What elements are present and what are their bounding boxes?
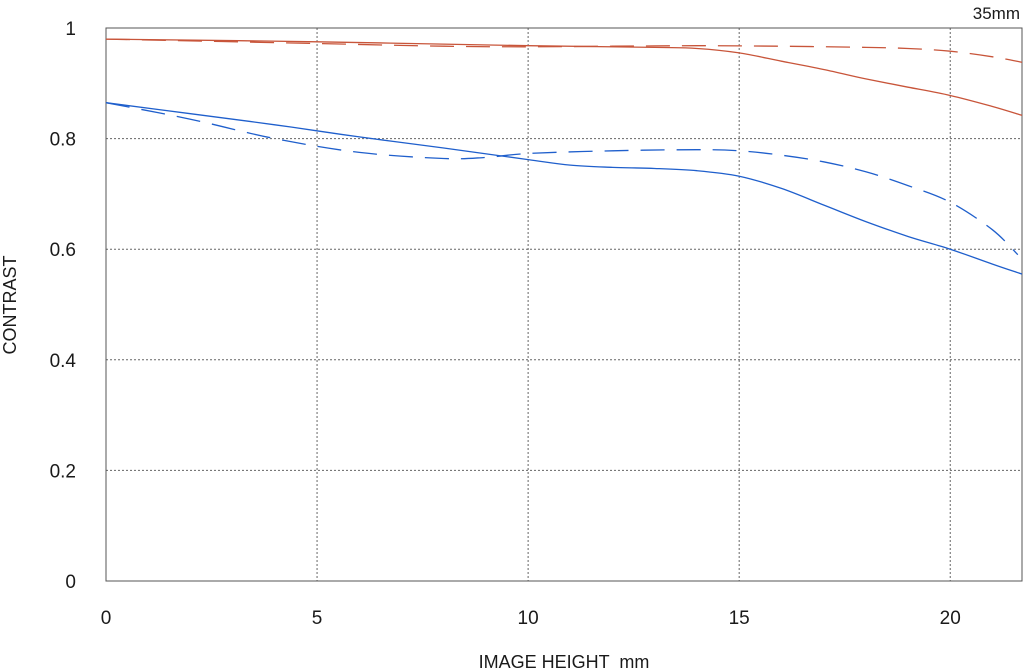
focal-length-label: 35mm bbox=[973, 4, 1020, 23]
x-tick-label: 10 bbox=[518, 608, 539, 629]
series-line-2 bbox=[105, 38, 1023, 63]
series-group bbox=[105, 38, 1023, 275]
grid bbox=[106, 28, 1022, 581]
series-line-3 bbox=[105, 102, 1023, 275]
x-tick-label: 20 bbox=[940, 608, 961, 629]
series-line-4 bbox=[105, 102, 1019, 256]
y-tick-label: 0.8 bbox=[50, 130, 76, 151]
x-tick-label: 5 bbox=[312, 608, 323, 629]
y-tick-label: 0.4 bbox=[50, 351, 77, 372]
x-axis-title: IMAGE HEIGHT mm bbox=[479, 652, 650, 672]
tick-labels: 0 5 10 15 20 0 0.2 0.4 0.6 0.8 1 bbox=[50, 19, 961, 629]
series-line-1 bbox=[105, 38, 1023, 117]
plot-area bbox=[105, 27, 1023, 582]
x-tick-label: 15 bbox=[729, 608, 750, 629]
y-tick-label: 0.2 bbox=[50, 461, 76, 482]
y-tick-label: 1 bbox=[65, 19, 76, 40]
y-axis-title: CONTRAST bbox=[0, 255, 20, 354]
x-tick-label: 0 bbox=[101, 608, 112, 629]
y-tick-label: 0.6 bbox=[50, 240, 76, 261]
y-tick-label: 0 bbox=[65, 572, 76, 593]
